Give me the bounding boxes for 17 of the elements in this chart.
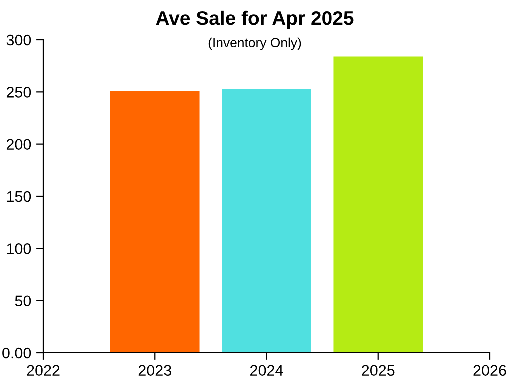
y-tick-label: 300 <box>6 34 32 46</box>
y-tick-label: 100 <box>7 244 32 254</box>
x-tick-label: 2022 <box>27 365 60 376</box>
chart-subtitle: (Inventory Only) <box>208 38 302 50</box>
bar <box>110 91 200 353</box>
y-tick-label: 200 <box>6 139 32 150</box>
x-tick-label: 2023 <box>138 365 172 376</box>
y-tick-label: 0.00 <box>2 348 32 359</box>
y-tick-label: 50 <box>15 296 32 307</box>
x-tick-label: 2026 <box>474 365 506 376</box>
bar <box>222 89 312 353</box>
y-tick-label: 250 <box>6 87 32 98</box>
x-tick-label: 2025 <box>362 365 395 376</box>
bar <box>334 56 424 353</box>
y-tick-label: 150 <box>7 191 32 202</box>
x-tick-label: 2024 <box>250 365 284 376</box>
chart-title: Ave Sale for Apr 2025 <box>156 10 354 30</box>
